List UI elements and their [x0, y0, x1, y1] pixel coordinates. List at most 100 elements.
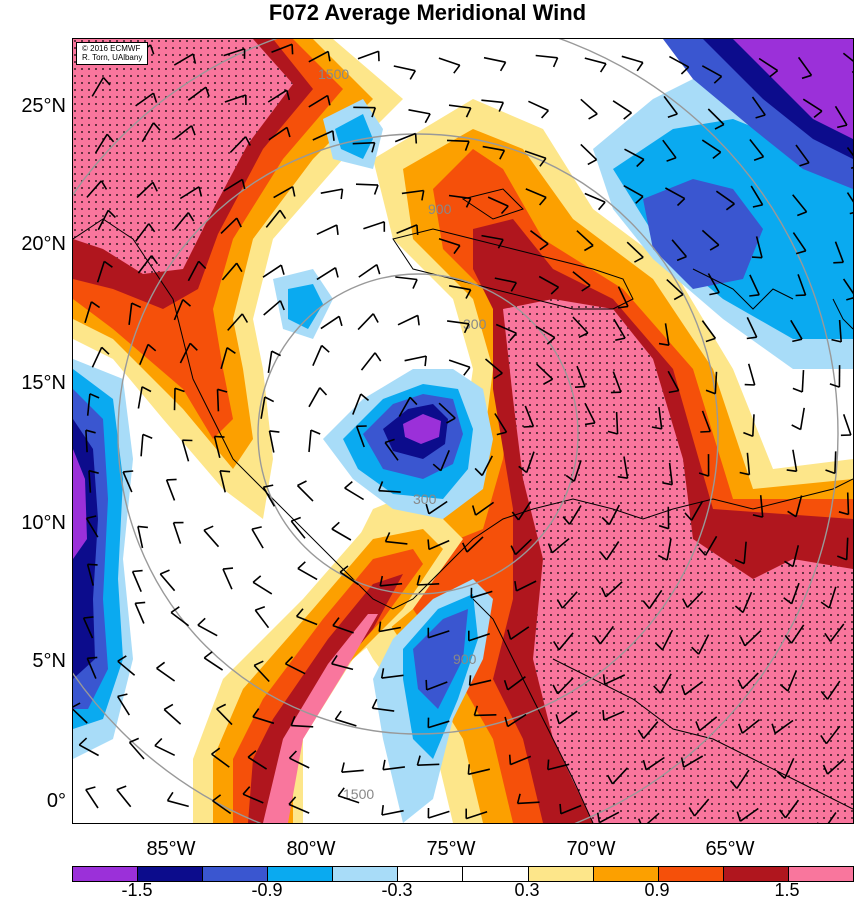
- wind-barb: [562, 505, 582, 525]
- wind-barb: [784, 624, 805, 644]
- wind-barb: [128, 737, 145, 760]
- credit-line-2: R. Torn, UAlbany: [82, 53, 143, 62]
- wind-barb: [173, 298, 192, 321]
- wind-barb: [173, 125, 196, 140]
- wind-barb: [438, 57, 461, 74]
- wind-barb: [332, 617, 354, 634]
- wind-barb: [131, 569, 143, 593]
- wind-barb: [816, 812, 837, 823]
- wind-barb: [425, 500, 448, 515]
- wind-barb: [553, 632, 574, 651]
- colorbar-swatch: [463, 867, 529, 881]
- wind-barb: [337, 787, 360, 804]
- wind-barb: [360, 352, 382, 371]
- wind-barb: [750, 185, 764, 208]
- wind-barb: [179, 342, 198, 364]
- wind-barb: [584, 402, 596, 426]
- wind-barb: [525, 188, 547, 206]
- wind-barb: [139, 343, 157, 366]
- wind-barb: [358, 263, 381, 278]
- wind-barb: [824, 623, 845, 642]
- wind-barb: [751, 236, 763, 259]
- wind-barb: [165, 478, 177, 501]
- wind-barb: [642, 589, 663, 609]
- wind-barb: [128, 302, 142, 325]
- wind-barb: [94, 133, 115, 154]
- wind-barb: [116, 785, 132, 808]
- wind-barb: [260, 396, 275, 419]
- wind-barb: [357, 313, 379, 331]
- wind-barb: [786, 449, 798, 473]
- wind-barb: [779, 670, 798, 692]
- wind-barb: [662, 139, 677, 162]
- wind-barb: [331, 521, 352, 541]
- lon-label-85w: 85°W: [146, 838, 196, 860]
- wind-barb: [378, 621, 401, 633]
- wind-barb: [530, 230, 549, 251]
- wind-barb: [751, 96, 766, 119]
- lon-label-80w: 80°W: [286, 838, 336, 860]
- wind-barb: [331, 654, 354, 671]
- wind-barb: [667, 370, 680, 394]
- wind-barb: [653, 673, 672, 694]
- wind-barb: [840, 414, 852, 437]
- colorbar-swatch: [268, 867, 334, 881]
- wind-barb: [681, 681, 704, 696]
- wind-barb: [396, 224, 419, 235]
- wind-barb: [771, 719, 794, 734]
- wind-barb: [481, 234, 504, 249]
- wind-barb: [223, 48, 246, 59]
- wind-barb: [427, 717, 450, 729]
- wind-barb: [681, 590, 704, 608]
- wind-barb: [173, 387, 185, 411]
- wind-barb: [85, 786, 99, 809]
- positive-band-southwest: [193, 509, 463, 823]
- wind-barb: [216, 388, 228, 412]
- wind-barb: [787, 495, 803, 518]
- wind-barb: [416, 575, 440, 586]
- wind-barb: [136, 181, 158, 199]
- wind-barb: [744, 363, 756, 386]
- wind-barb: [179, 186, 203, 200]
- wind-barb: [427, 627, 450, 639]
- negative-core-center: [323, 369, 493, 519]
- wind-barb: [783, 582, 800, 605]
- ring-label-300-b: 300: [413, 491, 437, 507]
- wind-barb: [263, 300, 285, 316]
- wind-barb: [252, 708, 275, 725]
- wind-barb: [397, 314, 420, 326]
- range-rings: [73, 39, 839, 823]
- wind-barb: [141, 122, 161, 143]
- wind-barb: [700, 410, 712, 433]
- wind-barb: [820, 586, 837, 609]
- wind-barb: [559, 803, 582, 815]
- wind-barb: [739, 452, 751, 476]
- wind-barb: [749, 274, 760, 297]
- wind-barb: [552, 677, 574, 695]
- wind-barb: [688, 798, 710, 817]
- wind-barb: [507, 626, 530, 640]
- wind-barb: [262, 264, 285, 278]
- wind-barb: [556, 591, 578, 609]
- wind-barb: [528, 100, 549, 119]
- wind-barb: [837, 537, 849, 561]
- wind-barb: [684, 500, 704, 521]
- wind-barb: [448, 104, 472, 118]
- lon-label-70w: 70°W: [566, 838, 616, 860]
- wind-barb: [82, 616, 94, 639]
- wind-barb: [86, 563, 98, 586]
- negative-region-west: [73, 359, 133, 759]
- wind-barb: [140, 433, 153, 457]
- wind-barb: [211, 747, 230, 768]
- wind-barb: [599, 541, 620, 561]
- wind-barb: [154, 737, 176, 757]
- wind-barb: [657, 538, 672, 561]
- wind-barb: [523, 405, 535, 428]
- wind-barb: [448, 359, 471, 376]
- wind-barb: [792, 232, 807, 255]
- colorbar-swatch: [593, 867, 659, 881]
- wind-barb: [448, 194, 472, 208]
- positive-region-northwest: [73, 39, 403, 519]
- wind-barb: [555, 710, 578, 725]
- wind-barb: [791, 407, 805, 431]
